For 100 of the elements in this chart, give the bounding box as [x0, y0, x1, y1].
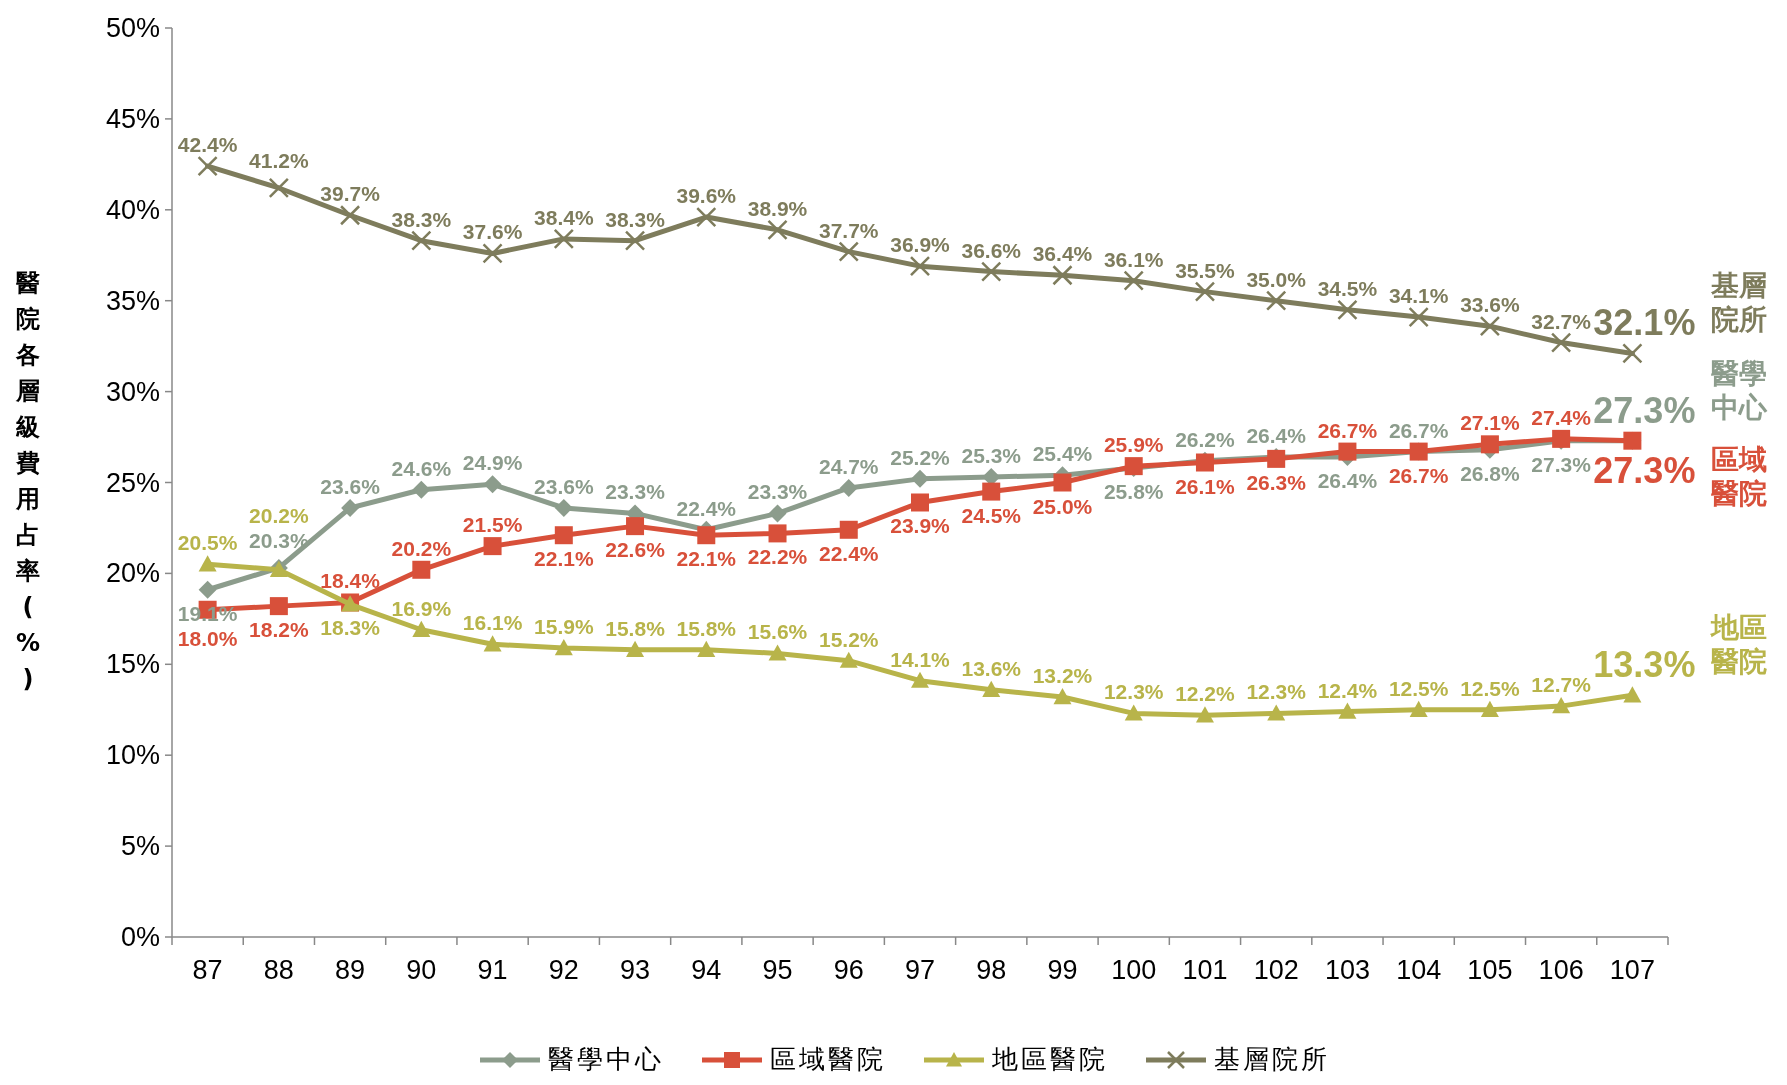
point [553, 228, 575, 250]
data-label: 15.8% [676, 616, 737, 640]
point [1480, 435, 1499, 454]
point [839, 478, 858, 497]
text: 區域醫院 [1711, 442, 1767, 510]
point [838, 241, 860, 262]
x-tick-label: 92 [548, 955, 579, 985]
data-label: 16.1% [462, 611, 523, 635]
data-label: 12.7% [1531, 673, 1592, 697]
data-label: 36.9% [890, 233, 951, 257]
point [767, 219, 788, 241]
data-label: 26.4% [1317, 469, 1378, 493]
y-tick-label: 20% [105, 558, 160, 589]
data-label: 25.4% [1032, 442, 1093, 466]
data-label: 25.9% [1103, 433, 1164, 457]
point [696, 206, 717, 228]
point [1480, 700, 1499, 717]
point [412, 620, 431, 637]
point [1552, 697, 1571, 714]
data-label: 22.1% [676, 547, 737, 571]
x-tick-label: 91 [477, 955, 508, 985]
data-label: 22.2% [747, 545, 808, 569]
data-label: 34.1% [1388, 284, 1449, 308]
data-label: 35.5% [1175, 258, 1236, 282]
y-tick-label: 0% [120, 922, 160, 952]
x-tick-label: 102 [1253, 955, 1299, 985]
point [1550, 332, 1572, 353]
data-label: 20.5% [177, 531, 238, 555]
data-label: 26.2% [1175, 427, 1236, 451]
point [911, 493, 929, 512]
data-label: 38.3% [605, 207, 666, 231]
data-label: 12.3% [1103, 680, 1164, 704]
point [1124, 704, 1143, 721]
y-tick-label: 50% [105, 13, 160, 43]
point [1267, 704, 1286, 721]
point [1337, 299, 1358, 321]
data-label: 25.3% [961, 444, 1022, 468]
data-label: 38.9% [747, 196, 808, 220]
point [1408, 306, 1429, 328]
point [1265, 290, 1287, 311]
legend-label: 地區醫院 [991, 1044, 1108, 1074]
data-label: 39.6% [676, 184, 737, 208]
data-label: 23.9% [890, 514, 951, 538]
y-tick-label: 40% [105, 194, 160, 225]
data-label: 26.7% [1388, 418, 1449, 442]
x-tick-label: 95 [762, 955, 793, 985]
x-tick-label: 101 [1182, 955, 1228, 985]
data-label: 12.3% [1246, 680, 1307, 704]
point [1053, 688, 1072, 705]
data-label: 24.7% [818, 454, 879, 478]
point [268, 177, 290, 199]
point [1622, 343, 1643, 364]
data-label: 27.3% [1531, 452, 1592, 476]
data-label: 15.8% [605, 616, 666, 640]
data-label: 37.6% [462, 220, 523, 244]
y-tick-label: 15% [105, 649, 160, 680]
x-tick-label: 96 [833, 955, 864, 985]
data-label: 13.3% [1593, 644, 1696, 686]
data-label: 36.4% [1032, 242, 1093, 266]
legend-label: 基層院所 [1214, 1044, 1330, 1074]
x-tick-label: 90 [406, 955, 437, 985]
data-label: 32.7% [1531, 309, 1592, 333]
point [483, 475, 502, 494]
x-tick-label: 89 [335, 955, 366, 985]
data-label: 15.2% [818, 627, 879, 651]
data-label: 12.5% [1460, 676, 1520, 700]
data-label: 23.6% [320, 474, 381, 498]
data-label: 13.2% [1032, 664, 1093, 688]
data-label: 16.9% [391, 596, 452, 620]
point [911, 469, 929, 488]
data-label: 14.1% [890, 647, 951, 671]
data-label: 26.7% [1317, 418, 1378, 442]
data-label: 25.0% [1032, 494, 1093, 518]
data-label: 24.9% [462, 451, 523, 475]
data-label: 38.3% [391, 207, 452, 231]
data-label: 22.4% [676, 496, 737, 520]
data-label: 27.3% [1593, 389, 1696, 431]
data-label: 20.2% [249, 503, 309, 527]
y-tick-label: 35% [105, 285, 160, 316]
point [982, 680, 1001, 697]
point [1338, 702, 1357, 719]
y-tick-label: 30% [105, 376, 160, 407]
text: 基層院所 [1711, 269, 1767, 337]
point [341, 498, 360, 517]
point [198, 580, 217, 599]
x-tick-label: 94 [691, 955, 722, 985]
point [1195, 706, 1214, 723]
point [768, 504, 787, 523]
x-tick-label: 98 [976, 955, 1007, 985]
y-tick-label: 10% [105, 740, 160, 771]
point [768, 644, 787, 661]
point [768, 524, 787, 543]
point [482, 243, 503, 264]
data-label: 27.4% [1531, 405, 1592, 429]
text: 醫學中心 [1711, 356, 1767, 424]
data-label: 18.0% [177, 626, 238, 650]
x-tick-label: 87 [192, 955, 223, 985]
point [411, 230, 432, 251]
x-tick-label: 100 [1111, 955, 1157, 985]
data-label: 15.9% [534, 614, 594, 638]
